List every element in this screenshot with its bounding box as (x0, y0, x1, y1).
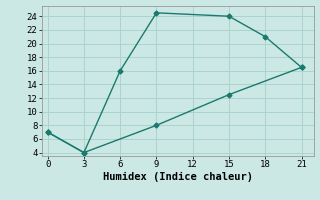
X-axis label: Humidex (Indice chaleur): Humidex (Indice chaleur) (103, 172, 252, 182)
